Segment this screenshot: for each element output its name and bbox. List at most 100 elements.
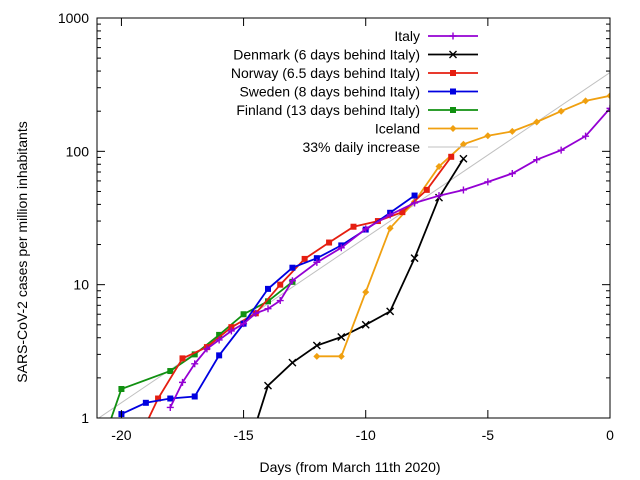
data-point <box>265 298 271 305</box>
data-point <box>606 92 610 100</box>
data-point <box>423 186 430 193</box>
y-axis-label: SARS-CoV-2 cases per million inhabitants <box>14 121 30 382</box>
data-point <box>410 254 419 263</box>
series-5 <box>313 92 610 360</box>
series-line <box>147 156 452 418</box>
data-point <box>606 104 610 112</box>
series-line <box>316 94 610 358</box>
data-point <box>459 154 468 163</box>
legend-marker <box>450 107 456 113</box>
data-point <box>289 264 296 271</box>
data-point <box>240 311 247 318</box>
data-point <box>240 320 248 328</box>
plot-border <box>96 17 611 419</box>
series-2 <box>143 153 455 427</box>
data-point <box>277 281 284 288</box>
data-point <box>155 395 162 402</box>
x-axis-label: Days (from March 11th 2020) <box>259 459 440 475</box>
data-point <box>399 209 406 216</box>
series-6 <box>97 72 610 418</box>
data-point <box>582 97 590 105</box>
x-tick-label: -15 <box>233 427 253 443</box>
legend-label: Denmark (6 days behind Italy) <box>233 47 420 63</box>
data-point <box>313 255 320 262</box>
data-point <box>448 153 455 160</box>
data-point <box>312 341 321 350</box>
data-point <box>203 345 211 353</box>
data-point <box>582 132 590 140</box>
data-point <box>288 277 296 285</box>
legend-label: Iceland <box>375 121 420 137</box>
data-point <box>252 309 260 317</box>
x-tick-label: -20 <box>111 427 131 443</box>
data-point <box>386 307 395 316</box>
legend-label: Sweden (8 days behind Italy) <box>239 84 420 100</box>
data-point <box>508 127 516 135</box>
y-tick-label: 100 <box>66 143 90 159</box>
legend-marker <box>450 70 456 76</box>
series-line <box>169 107 610 408</box>
axes <box>96 17 611 419</box>
legend: Italy Denmark (6 days behind Italy) Norway… <box>231 28 478 155</box>
data-point <box>533 118 541 126</box>
data-point <box>557 107 565 115</box>
series-0 <box>166 104 610 411</box>
data-point <box>362 225 370 233</box>
data-point <box>533 156 541 164</box>
series-1 <box>256 154 468 418</box>
data-point <box>179 378 186 386</box>
data-point <box>435 162 443 170</box>
legend-marker <box>449 125 457 132</box>
x-tick-label: -10 <box>356 427 376 443</box>
data-point <box>227 327 235 335</box>
series-3 <box>118 192 418 418</box>
data-point <box>484 132 492 140</box>
data-point <box>361 320 370 329</box>
data-point <box>411 199 419 207</box>
data-point <box>167 368 174 375</box>
data-point <box>167 395 174 402</box>
legend-label: Norway (6.5 days behind Italy) <box>231 65 420 81</box>
data-point <box>142 399 149 406</box>
data-point <box>337 352 345 360</box>
data-point <box>191 351 198 358</box>
data-point <box>386 224 394 232</box>
x-tick-label: -5 <box>482 427 495 443</box>
data-point <box>166 403 174 411</box>
legend-label: Finland (13 days behind Italy) <box>236 102 420 118</box>
data-point <box>216 352 223 359</box>
data-point <box>143 421 149 427</box>
data-point <box>326 239 333 246</box>
data-point <box>459 186 467 194</box>
data-point <box>435 192 443 200</box>
data-point <box>191 360 199 368</box>
data-point <box>411 192 418 199</box>
data-point <box>215 336 223 344</box>
data-point <box>179 355 186 362</box>
data-point <box>459 140 467 148</box>
data-point <box>350 223 357 230</box>
legend-marker <box>449 50 457 59</box>
data-point <box>288 358 297 367</box>
data-point <box>313 352 321 360</box>
y-tick-label: 1 <box>81 410 89 426</box>
data-point <box>337 244 345 252</box>
data-point <box>301 255 308 262</box>
data-point <box>386 211 394 219</box>
legend-marker <box>449 32 457 40</box>
data-point <box>228 324 235 331</box>
y-tick-label: 1000 <box>58 10 89 26</box>
data-point <box>484 178 492 186</box>
data-point <box>362 288 370 296</box>
data-point <box>264 381 272 390</box>
data-point <box>276 297 284 305</box>
data-point <box>337 333 346 342</box>
data-point <box>557 146 565 154</box>
ticks: -20 -15 -10 -5 0 1 10 100 1000 <box>58 10 614 443</box>
data-point <box>508 169 516 177</box>
data-point <box>265 285 271 292</box>
data-point <box>313 258 321 266</box>
data-point <box>118 386 125 393</box>
series-line <box>121 194 416 415</box>
